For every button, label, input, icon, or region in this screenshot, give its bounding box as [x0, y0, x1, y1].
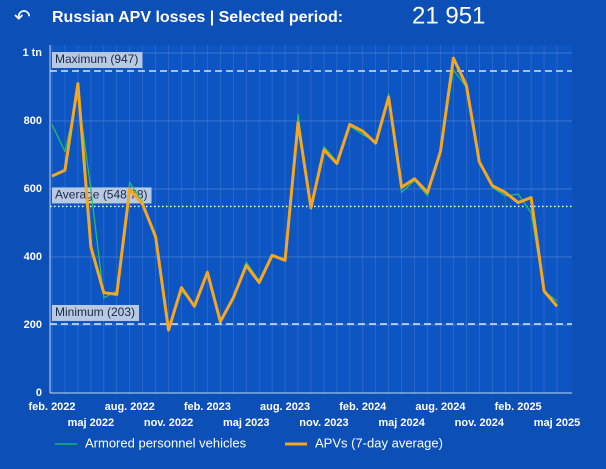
y-tick-label: 400 [24, 251, 42, 263]
x-tick-label: nov. 2024 [455, 417, 505, 429]
back-icon[interactable]: ↶ [14, 6, 31, 28]
legend-label: APVs (7-day average) [315, 435, 443, 450]
x-tick-label: feb. 2025 [495, 401, 542, 413]
reference-label-bg [52, 304, 140, 321]
x-tick-label: maj 2025 [534, 417, 580, 429]
reference-label: Maximum (947) [55, 52, 138, 66]
reference-label-bg [52, 187, 152, 204]
x-tick-label: nov. 2022 [144, 417, 193, 429]
y-tick-label: 800 [24, 115, 42, 127]
x-tick-label: aug. 2022 [105, 401, 155, 413]
x-tick-label: maj 2024 [378, 417, 425, 429]
reference-label-bg [52, 52, 143, 69]
series-line [51, 56, 559, 332]
y-tick-label: 0 [36, 387, 42, 399]
y-tick-label: 200 [24, 319, 42, 331]
x-tick-label: feb. 2024 [339, 401, 387, 413]
total-value: 21 951 [412, 2, 485, 29]
x-tick-label: maj 2023 [223, 417, 269, 429]
y-tick-label: 600 [24, 183, 42, 195]
x-tick-label: aug. 2023 [260, 401, 310, 413]
legend-label: Armored personnel vehicles [85, 435, 247, 450]
x-tick-label: aug. 2024 [415, 401, 466, 413]
x-tick-label: nov. 2023 [299, 417, 348, 429]
chart-title: Russian APV losses | Selected period: [52, 9, 343, 26]
x-tick-label: feb. 2022 [28, 401, 75, 413]
x-tick-label: feb. 2023 [184, 401, 231, 413]
y-tick-label: 1 tn [22, 47, 42, 59]
reference-label: Average (548,78) [55, 188, 148, 202]
reference-label: Minimum (203) [55, 305, 135, 319]
x-tick-label: maj 2022 [68, 417, 114, 429]
